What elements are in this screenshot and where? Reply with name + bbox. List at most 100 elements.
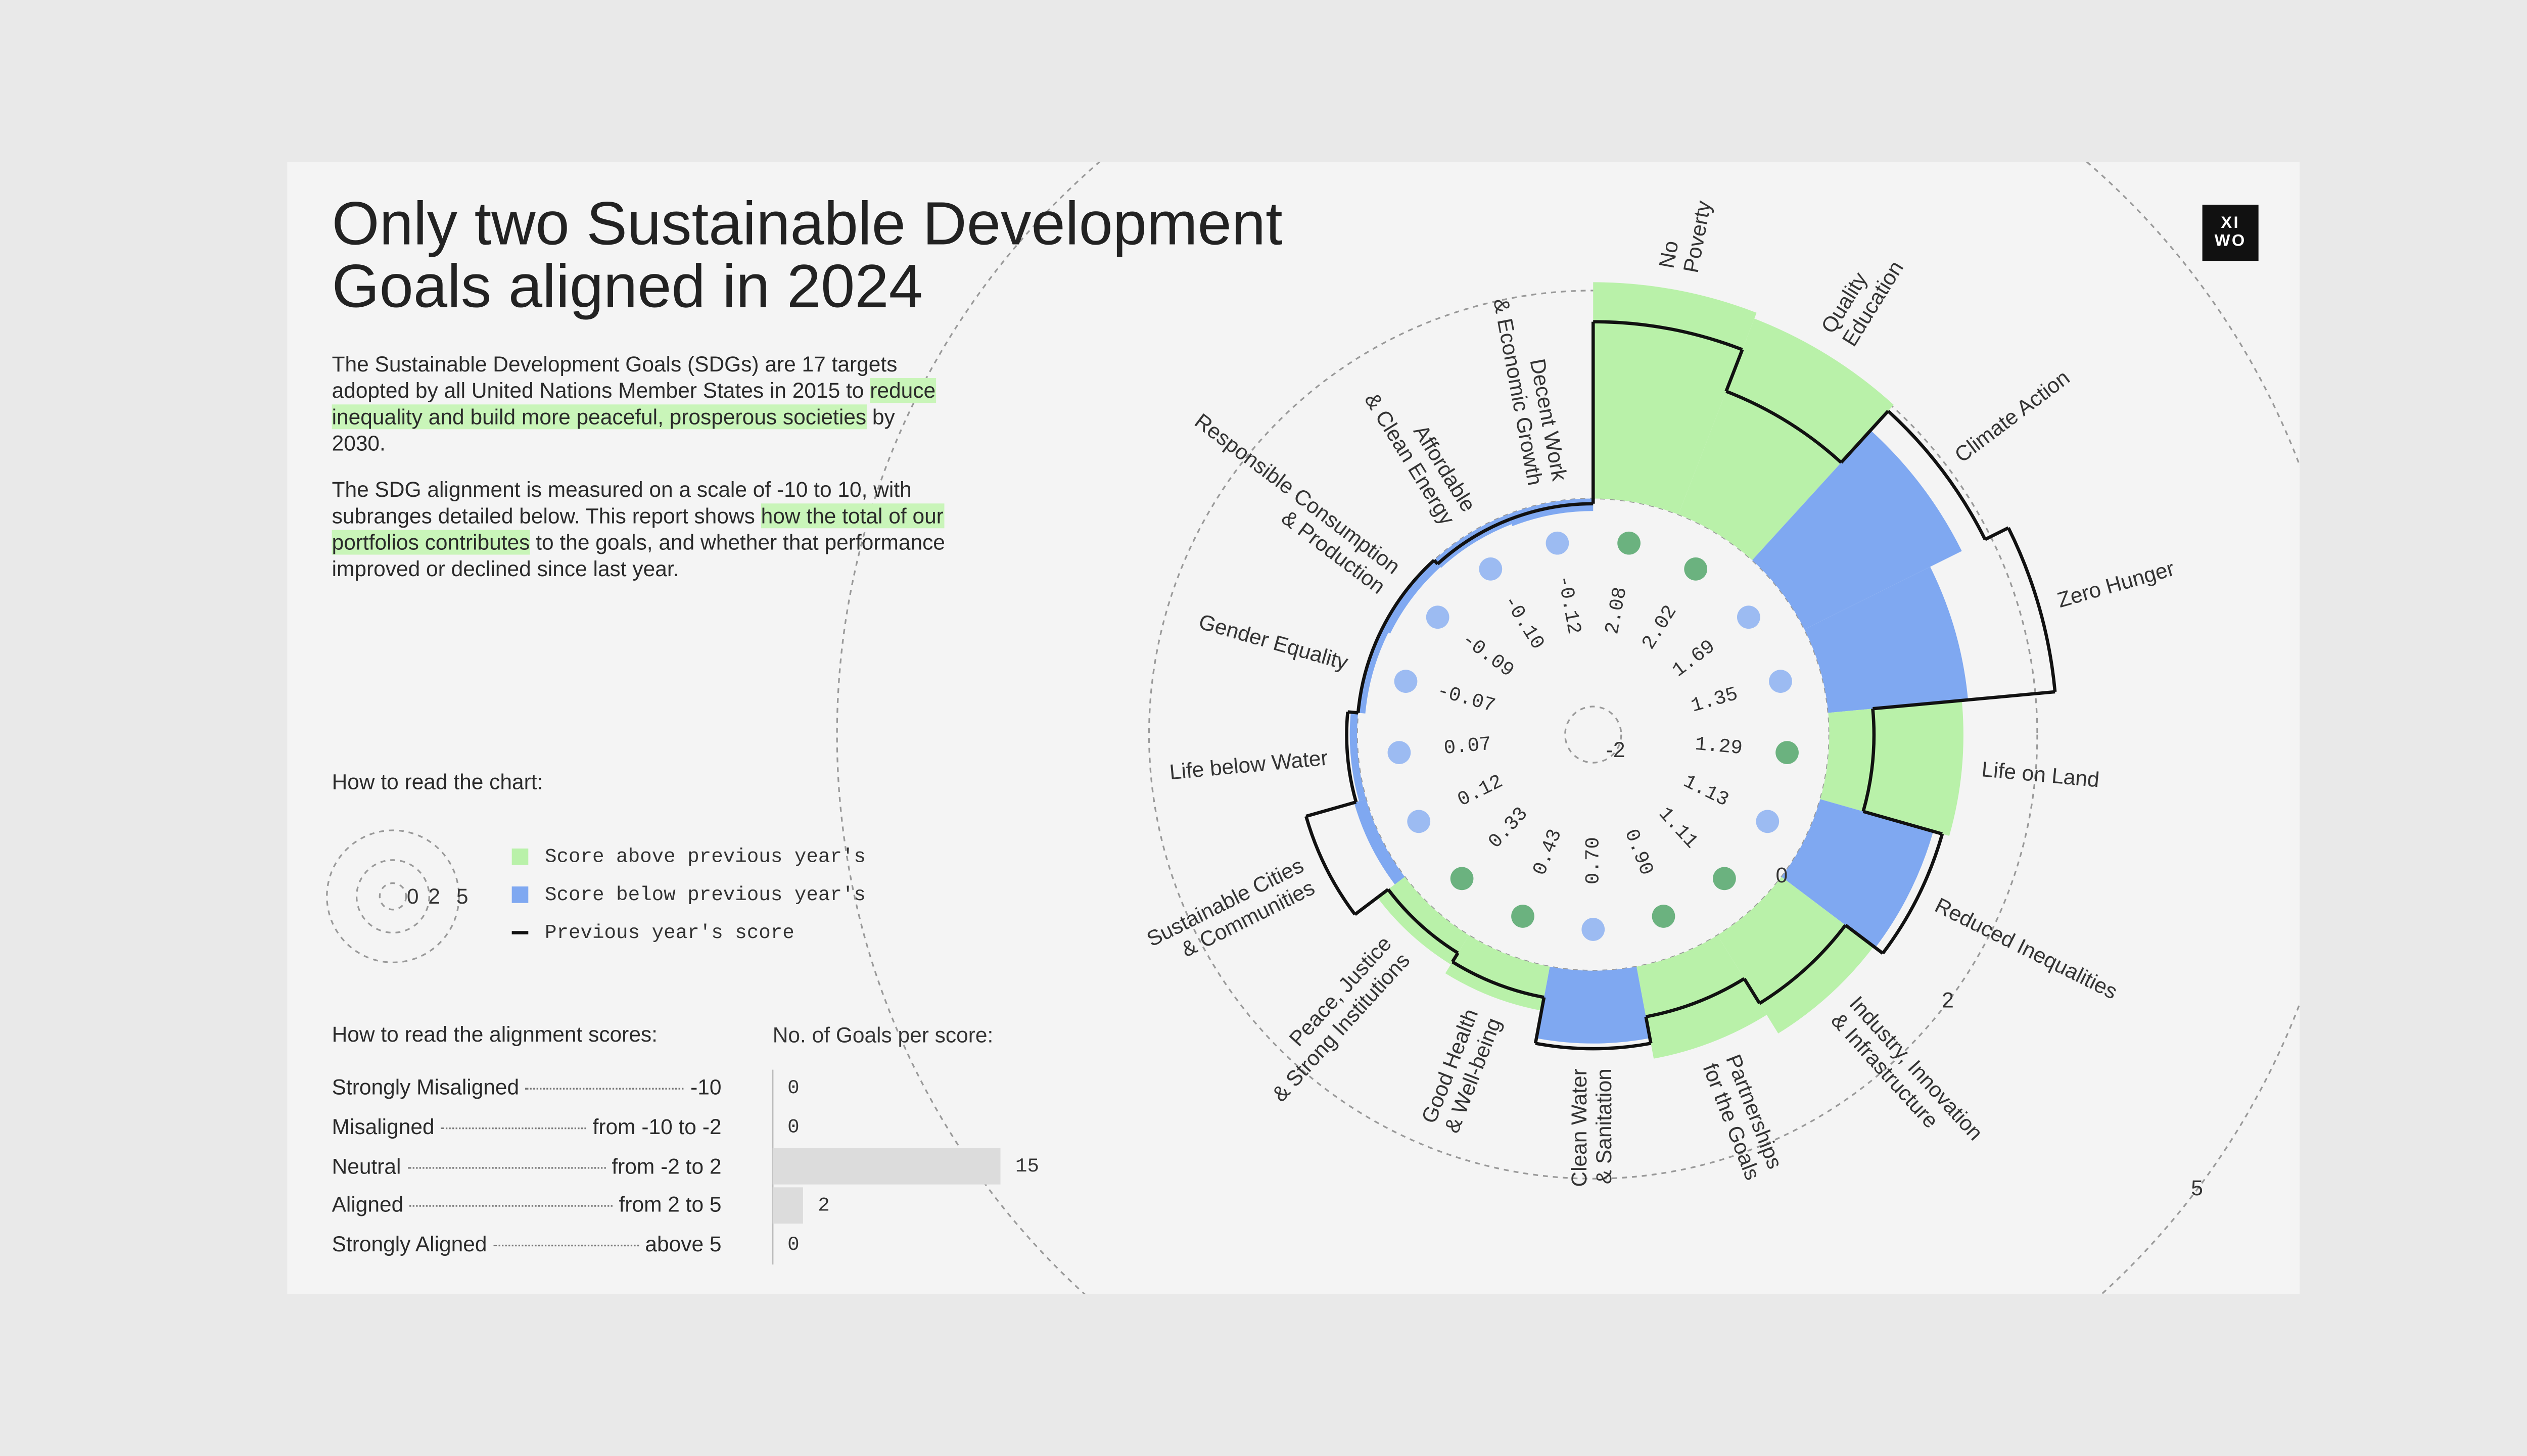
legend-label: Previous year's score xyxy=(545,921,794,944)
previous-score xyxy=(1881,833,1944,955)
category-label: Life on Land xyxy=(1981,757,2100,791)
previous-connector xyxy=(1644,1016,1653,1044)
alignment-name: Strongly Aligned xyxy=(332,1231,487,1256)
alignment-row: Strongly Misaligned -10 xyxy=(332,1074,722,1099)
alignment-title: How to read the alignment scores: xyxy=(332,1021,658,1047)
goal-icon xyxy=(1426,605,1449,629)
logo-line: WO xyxy=(2214,232,2247,251)
goal-icon xyxy=(1581,918,1605,941)
ring-label: 0 xyxy=(1775,863,1788,887)
logo: XI WO xyxy=(2202,205,2259,261)
previous-connector xyxy=(1873,690,2055,711)
previous-score xyxy=(1356,628,1384,713)
bar xyxy=(1752,430,1962,630)
legend-ring xyxy=(355,859,430,934)
category-label: Responsible Consumption xyxy=(1190,409,1405,579)
alignment-name: Neutral xyxy=(332,1153,401,1178)
previous-score xyxy=(1345,712,1358,803)
alignment-row: Aligned from 2 to 5 xyxy=(332,1192,722,1217)
value-label: 0.33 xyxy=(1484,803,1533,853)
bar-value: 0 xyxy=(787,1116,800,1139)
legend-ring-label: 5 xyxy=(456,884,469,908)
legend-ring-label: 2 xyxy=(428,884,440,908)
text: The Sustainable Development Goals (SDGs)… xyxy=(332,351,898,403)
bar xyxy=(1717,877,1874,1034)
goal-icon xyxy=(1713,867,1736,890)
value-label: 2.02 xyxy=(1637,601,1682,653)
paragraph: The SDG alignment is measured on a scale… xyxy=(332,477,946,583)
alignment-row: Neutral from -2 to 2 xyxy=(332,1153,722,1178)
alignment-name: Misaligned xyxy=(332,1114,435,1139)
legend-swatch xyxy=(511,886,529,903)
alignment-range: -10 xyxy=(690,1074,722,1100)
bar xyxy=(1349,712,1366,802)
value-label: 2.08 xyxy=(1601,585,1632,636)
previous-score xyxy=(1758,924,1847,1005)
previous-connector xyxy=(1840,410,1890,464)
logo-line: XI xyxy=(2221,214,2240,233)
category-label: No xyxy=(1655,239,1683,270)
previous-score xyxy=(1535,1042,1652,1051)
category-label: Zero Hunger xyxy=(2054,556,2177,612)
goal-icon xyxy=(1394,670,1418,693)
previous-connector xyxy=(1724,349,1744,392)
previous-score xyxy=(1436,518,1511,566)
category-label: & Sanitation xyxy=(1592,1068,1616,1184)
alignment-range: from -10 to -2 xyxy=(592,1114,722,1139)
previous-connector xyxy=(1743,977,1761,1005)
leader xyxy=(493,1244,639,1247)
previous-score xyxy=(1593,320,1743,351)
legend-ring xyxy=(379,882,407,911)
alignment-name: Strongly Misaligned xyxy=(332,1074,520,1100)
value-label: 0.43 xyxy=(1528,826,1567,878)
goal-icon xyxy=(1546,531,1569,555)
previous-connector xyxy=(1984,526,2009,541)
goal-icon xyxy=(1387,741,1411,764)
category-label: Clean Water xyxy=(1567,1068,1591,1187)
previous-connector xyxy=(1533,997,1546,1044)
value-label: 0.70 xyxy=(1582,837,1605,884)
value-label: 0.90 xyxy=(1620,826,1658,878)
value-label: 1.35 xyxy=(1689,683,1741,718)
title: Only two Sustainable Development Goals a… xyxy=(332,190,1283,320)
previous-score xyxy=(1452,960,1545,999)
value-label: 0.07 xyxy=(1443,733,1492,760)
ring xyxy=(1564,706,1622,764)
previous-score xyxy=(1887,409,1987,540)
category-label: Reduced Inequalities xyxy=(1931,893,2121,1004)
leader xyxy=(441,1127,586,1129)
bar xyxy=(1536,966,1650,1044)
legend-ring-label: 0 xyxy=(407,884,419,908)
text: to the goals, and whether that performan… xyxy=(332,530,945,581)
bar xyxy=(1354,799,1405,884)
legend-label: Score above previous year's xyxy=(545,846,866,868)
bar xyxy=(1358,629,1388,714)
previous-score xyxy=(1861,709,1876,812)
alignment-range: from -2 to 2 xyxy=(612,1153,722,1178)
value-label: 0.12 xyxy=(1454,770,1507,812)
bar xyxy=(1804,567,1969,713)
goal-icon xyxy=(1684,557,1708,581)
previous-score xyxy=(1380,558,1435,630)
bar-value: 2 xyxy=(818,1194,830,1217)
goal-icon xyxy=(1450,867,1474,890)
category-label: Life below Water xyxy=(1168,746,1329,784)
alignment-row: Strongly Aligned above 5 xyxy=(332,1232,722,1256)
previous-connector xyxy=(1353,888,1389,916)
bar xyxy=(1377,877,1469,965)
leader xyxy=(407,1166,605,1168)
legend-label: Score below previous year's xyxy=(545,883,866,906)
bar xyxy=(772,1187,803,1224)
previous-connector xyxy=(1305,800,1357,818)
goal-icon xyxy=(1407,810,1431,833)
goal-icon xyxy=(1769,670,1792,693)
alignment-name: Aligned xyxy=(332,1192,404,1217)
previous-connector xyxy=(1433,559,1439,566)
value-label: -0.12 xyxy=(1552,574,1585,636)
previous-score xyxy=(1387,888,1459,955)
value-label: 1.11 xyxy=(1654,803,1703,853)
paragraph: The Sustainable Development Goals (SDGs)… xyxy=(332,352,946,457)
